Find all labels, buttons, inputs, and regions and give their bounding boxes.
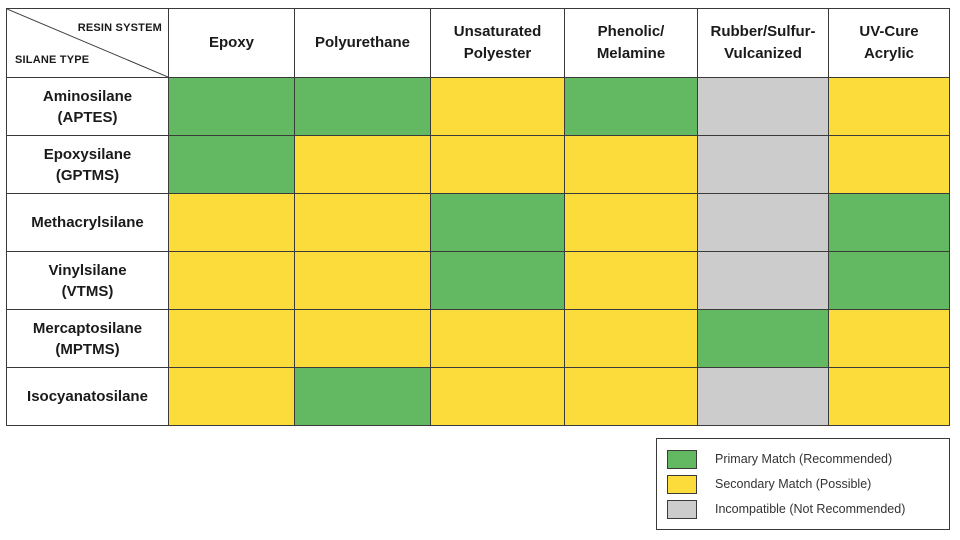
matrix-cell-secondary — [564, 367, 698, 426]
matrix-row: Aminosilane (APTES) — [6, 77, 950, 136]
matrix-cell-secondary — [168, 367, 295, 426]
row-header-line2: (GPTMS) — [55, 166, 120, 184]
matrix-row: Methacrylsilane — [6, 193, 950, 252]
row-header-line1: Epoxysilane — [43, 145, 132, 163]
column-header: Rubber/Sulfur- Vulcanized — [697, 8, 829, 78]
matrix-cell-secondary — [294, 309, 431, 368]
matrix-cell-secondary — [430, 309, 565, 368]
matrix-body: Aminosilane (APTES) Epoxysilane (GPTMS) Meth… — [6, 77, 950, 426]
matrix-cell-primary — [697, 309, 829, 368]
column-header-line2: Melamine — [596, 45, 666, 62]
matrix-cell-incompatible — [697, 251, 829, 310]
legend-swatch-primary — [667, 449, 697, 469]
matrix-cell-secondary — [828, 135, 950, 194]
matrix-row: Vinylsilane (VTMS) — [6, 251, 950, 310]
column-header: Unsaturated Polyester — [430, 8, 565, 78]
matrix-cell-incompatible — [697, 135, 829, 194]
row-header-line1: Methacrylsilane — [31, 214, 144, 231]
matrix-cell-primary — [294, 77, 431, 136]
matrix-cell-primary — [430, 251, 565, 310]
row-header-line1: Isocyanatosilane — [27, 388, 148, 405]
column-header-line2: Polyester — [463, 45, 532, 62]
matrix-cell-secondary — [564, 135, 698, 194]
column-header-line2: Acrylic — [863, 45, 915, 62]
matrix-cell-secondary — [828, 77, 950, 136]
matrix-cell-primary — [168, 135, 295, 194]
diagonal-divider — [7, 9, 168, 77]
matrix-cell-incompatible — [697, 77, 829, 136]
legend-label-secondary: Secondary Match (Possible) — [715, 477, 872, 491]
matrix-cell-primary — [564, 77, 698, 136]
row-header: Epoxysilane (GPTMS) — [6, 135, 169, 194]
matrix-row: Epoxysilane (GPTMS) — [6, 135, 950, 194]
row-header: Mercaptosilane (MPTMS) — [6, 309, 169, 368]
matrix-cell-incompatible — [697, 193, 829, 252]
matrix-cell-secondary — [168, 309, 295, 368]
header-row: RESIN SYSTEM SILANE TYPE Epoxy Polyureth… — [6, 8, 950, 78]
matrix-cell-incompatible — [697, 367, 829, 426]
row-header-line2: (APTES) — [57, 108, 118, 126]
matrix-cell-secondary — [294, 135, 431, 194]
legend-swatch-secondary — [667, 474, 697, 494]
row-header-line2: (MPTMS) — [55, 340, 120, 358]
legend-item-primary: Primary Match (Recommended) — [667, 449, 892, 469]
matrix-cell-secondary — [828, 309, 950, 368]
row-header-line2: (VTMS) — [61, 282, 114, 300]
legend-label-incompatible: Incompatible (Not Recommended) — [715, 502, 906, 516]
matrix-cell-secondary — [564, 251, 698, 310]
resin-system-axis-label: RESIN SYSTEM — [77, 22, 162, 34]
legend-item-incompatible: Incompatible (Not Recommended) — [667, 499, 905, 519]
legend-label-primary: Primary Match (Recommended) — [715, 452, 893, 466]
matrix-row: Mercaptosilane (MPTMS) — [6, 309, 950, 368]
column-header: Epoxy — [168, 8, 295, 78]
silane-type-axis-label: SILANE TYPE — [15, 54, 90, 66]
column-header-line2: Vulcanized — [724, 45, 802, 62]
matrix-cell-secondary — [564, 193, 698, 252]
row-header: Aminosilane (APTES) — [6, 77, 169, 136]
matrix-cell-secondary — [430, 77, 565, 136]
column-header-line1: Rubber/Sulfur- — [710, 23, 816, 40]
matrix-cell-secondary — [168, 251, 295, 310]
legend-swatch-incompatible — [667, 499, 697, 519]
column-header: Phenolic/Melamine — [564, 8, 698, 78]
matrix-cell-secondary — [294, 193, 431, 252]
compatibility-matrix: RESIN SYSTEM SILANE TYPE Epoxy Polyureth… — [6, 8, 950, 426]
row-header-line1: Aminosilane — [42, 87, 133, 105]
column-header-line1: Phenolic/ — [597, 23, 665, 40]
row-header-line1: Mercaptosilane — [32, 319, 143, 337]
row-header-line1: Vinylsilane — [48, 261, 127, 279]
column-header: Polyurethane — [294, 8, 431, 78]
matrix-cell-secondary — [168, 193, 295, 252]
matrix-cell-secondary — [828, 367, 950, 426]
legend: Primary Match (Recommended) Secondary Ma… — [656, 438, 950, 530]
matrix-cell-primary — [828, 251, 950, 310]
matrix-cell-secondary — [294, 251, 431, 310]
column-header: UV-Cure Acrylic — [828, 8, 950, 78]
column-header-line1: Unsaturated — [453, 23, 542, 40]
column-header-line1: Epoxy — [208, 34, 254, 51]
row-header: Methacrylsilane — [6, 193, 169, 252]
column-header-line1: Polyurethane — [314, 34, 411, 51]
column-header-line1: UV-Cure — [859, 23, 919, 40]
matrix-cell-secondary — [430, 135, 565, 194]
matrix-cell-primary — [294, 367, 431, 426]
matrix-cell-secondary — [430, 367, 565, 426]
row-header: Isocyanatosilane — [6, 367, 169, 426]
matrix-cell-secondary — [564, 309, 698, 368]
matrix-cell-primary — [168, 77, 295, 136]
corner-cell: RESIN SYSTEM SILANE TYPE — [6, 8, 169, 78]
matrix-row: Isocyanatosilane — [6, 367, 950, 426]
matrix-cell-primary — [828, 193, 950, 252]
row-header: Vinylsilane (VTMS) — [6, 251, 169, 310]
matrix-cell-primary — [430, 193, 565, 252]
legend-item-secondary: Secondary Match (Possible) — [667, 474, 871, 494]
